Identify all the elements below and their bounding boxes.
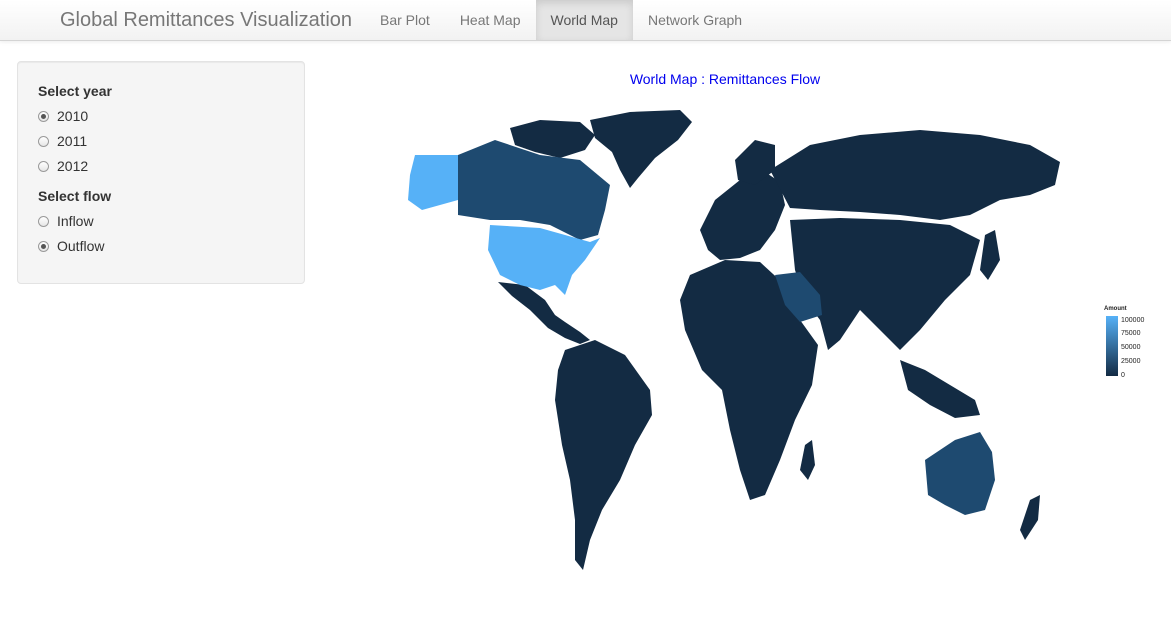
map-legend: Amount 100000 75000 50000 25000 0 — [1104, 306, 1144, 379]
legend-title: Amount — [1104, 306, 1127, 312]
country-greenland — [590, 110, 692, 188]
legend-tick: 50000 — [1121, 344, 1141, 351]
legend-tick: 75000 — [1121, 330, 1141, 337]
tab-world-map[interactable]: World Map — [535, 0, 633, 40]
navbar: Global Remittances Visualization Bar Plo… — [0, 0, 1171, 41]
radio-label: Outflow — [57, 238, 105, 254]
select-year-label: Select year — [38, 83, 112, 99]
radio-button-icon[interactable] — [38, 110, 49, 122]
country-south-america — [555, 340, 652, 570]
country-united-states — [488, 225, 600, 295]
tab-heat-map[interactable]: Heat Map — [459, 12, 521, 28]
country-scandinavia — [735, 140, 775, 185]
year-radio-2010[interactable]: 2010 — [38, 106, 88, 126]
flow-radio-outflow[interactable]: Outflow — [38, 236, 104, 256]
country-mexico — [498, 282, 590, 344]
country-australia — [925, 432, 995, 515]
world-map — [408, 110, 1060, 570]
country-arctic-islands — [510, 120, 595, 158]
radio-label: 2012 — [57, 158, 89, 174]
country-new-zealand — [1020, 495, 1040, 540]
country-canada — [458, 140, 610, 240]
radio-button-icon[interactable] — [38, 215, 49, 227]
flow-radio-inflow[interactable]: Inflow — [38, 211, 94, 231]
country-asia — [790, 218, 980, 350]
country-saudi-arabia — [775, 272, 822, 322]
tab-bar-plot[interactable]: Bar Plot — [380, 12, 430, 28]
legend-tick: 100000 — [1121, 317, 1145, 324]
radio-button-icon[interactable] — [38, 240, 49, 252]
country-africa — [680, 260, 818, 500]
radio-button-icon[interactable] — [38, 135, 49, 147]
country-southeast-asia — [900, 360, 980, 418]
country-europe — [700, 172, 785, 260]
country-alaska — [408, 155, 458, 210]
legend-tick: 25000 — [1121, 358, 1141, 365]
radio-button-icon[interactable] — [38, 160, 49, 172]
legend-tick: 0 — [1121, 372, 1125, 379]
country-madagascar — [800, 440, 815, 480]
country-russia — [770, 130, 1060, 220]
year-radio-2011[interactable]: 2011 — [38, 131, 87, 151]
tab-network-graph[interactable]: Network Graph — [647, 12, 743, 28]
legend-color-bar — [1106, 316, 1118, 376]
radio-label: Inflow — [57, 213, 94, 229]
app-title[interactable]: Global Remittances Visualization — [60, 9, 353, 31]
year-radio-2012[interactable]: 2012 — [38, 156, 88, 176]
radio-label: 2011 — [57, 133, 88, 149]
radio-label: 2010 — [57, 108, 89, 124]
country-japan — [980, 230, 1000, 280]
map-title: World Map : Remittances Flow — [629, 71, 821, 87]
nav-tabs: Bar Plot Heat Map World Map Network Grap… — [365, 0, 757, 40]
select-flow-label: Select flow — [38, 188, 112, 204]
sidebar-panel: Select year 2010 2011 2012 Select flow I… — [17, 61, 305, 284]
